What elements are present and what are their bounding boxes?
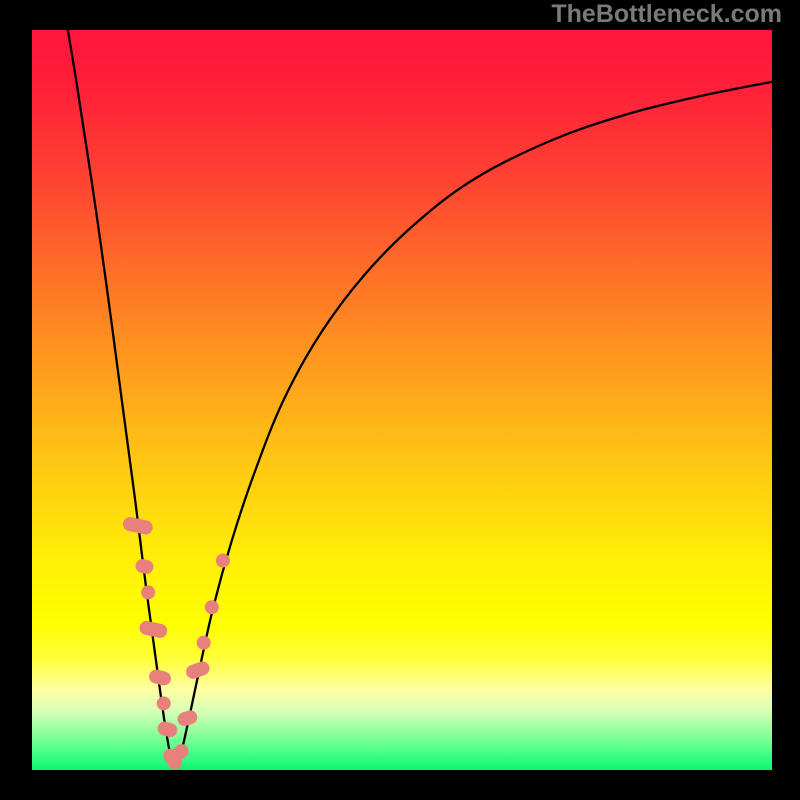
bottleneck-chart: [32, 30, 772, 770]
gradient-background: [32, 30, 772, 770]
watermark-text: TheBottleneck.com: [551, 0, 782, 29]
plot-frame: [32, 30, 772, 770]
